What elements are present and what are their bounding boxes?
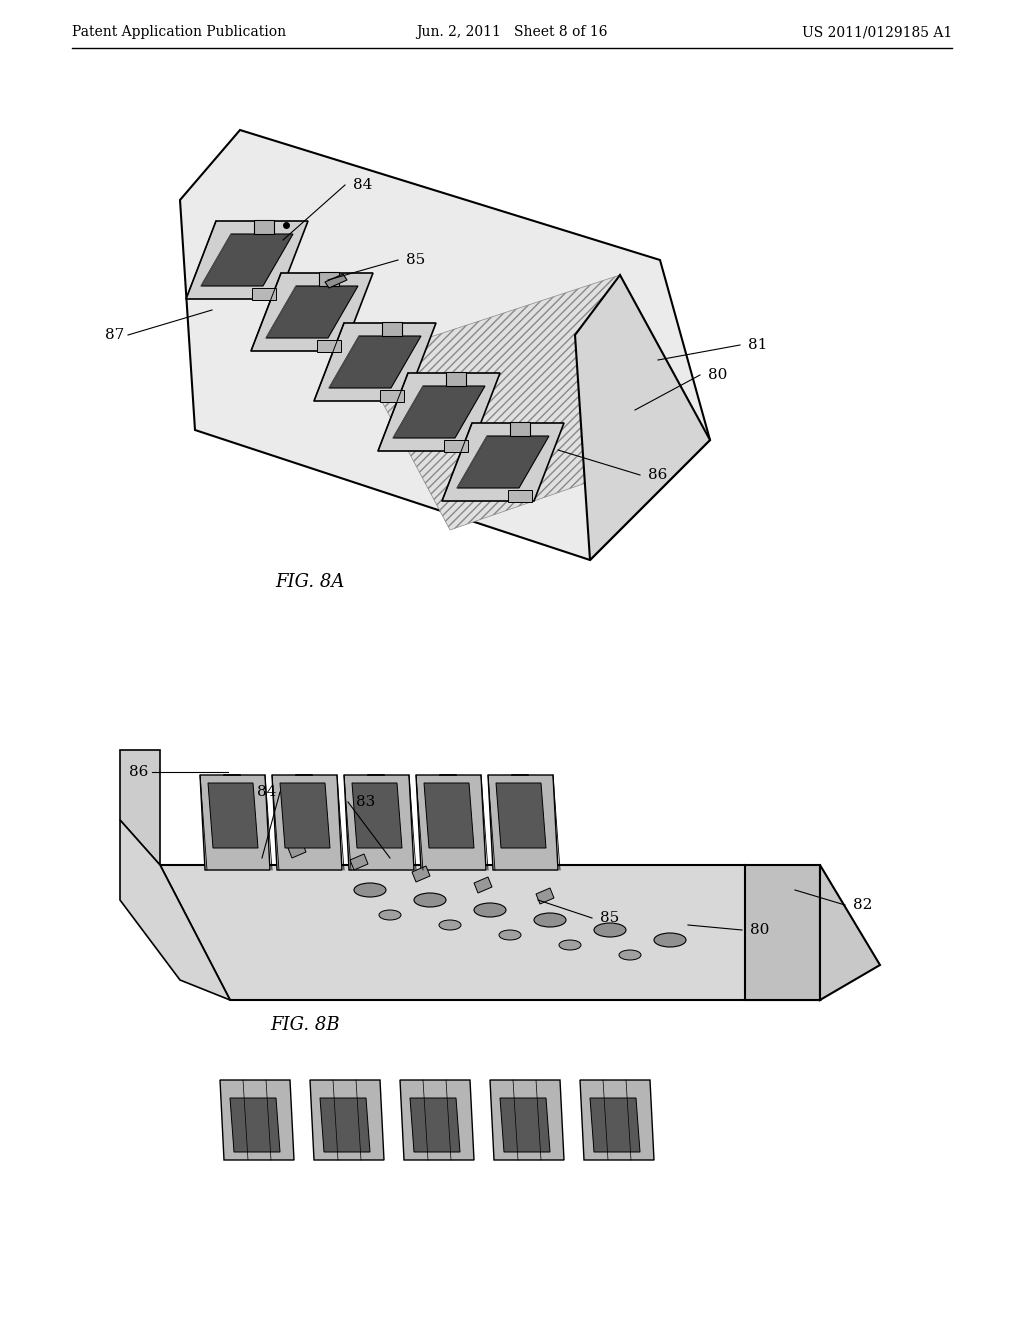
Polygon shape — [201, 234, 293, 286]
Polygon shape — [393, 385, 485, 438]
Polygon shape — [457, 436, 549, 488]
Polygon shape — [500, 1098, 550, 1152]
Ellipse shape — [534, 913, 566, 927]
Polygon shape — [444, 440, 468, 451]
Polygon shape — [820, 865, 880, 1001]
Polygon shape — [442, 422, 564, 502]
Text: 86: 86 — [129, 766, 148, 779]
Polygon shape — [220, 1080, 294, 1160]
Polygon shape — [314, 323, 436, 401]
Text: 85: 85 — [600, 911, 620, 925]
Text: 81: 81 — [748, 338, 767, 352]
Polygon shape — [424, 783, 474, 847]
Polygon shape — [490, 1080, 564, 1160]
Ellipse shape — [379, 909, 401, 920]
Polygon shape — [280, 783, 330, 847]
Polygon shape — [360, 275, 710, 531]
Ellipse shape — [474, 903, 506, 917]
Polygon shape — [446, 372, 466, 385]
Text: 82: 82 — [853, 898, 872, 912]
Polygon shape — [410, 1098, 460, 1152]
Polygon shape — [590, 1098, 640, 1152]
Polygon shape — [186, 220, 308, 300]
Text: 87: 87 — [104, 327, 124, 342]
Polygon shape — [288, 842, 306, 858]
Polygon shape — [508, 490, 532, 502]
Polygon shape — [180, 129, 710, 560]
Polygon shape — [310, 1080, 384, 1160]
Polygon shape — [120, 750, 160, 865]
Text: FIG. 8A: FIG. 8A — [275, 573, 345, 591]
Polygon shape — [160, 865, 820, 1001]
Polygon shape — [344, 775, 414, 870]
Polygon shape — [120, 820, 230, 1001]
Text: 86: 86 — [648, 469, 668, 482]
Polygon shape — [272, 775, 342, 870]
Polygon shape — [319, 1098, 370, 1152]
Polygon shape — [325, 275, 347, 288]
Text: Jun. 2, 2011   Sheet 8 of 16: Jun. 2, 2011 Sheet 8 of 16 — [416, 25, 608, 40]
Polygon shape — [580, 1080, 654, 1160]
Text: 80: 80 — [750, 923, 769, 937]
Text: Patent Application Publication: Patent Application Publication — [72, 25, 286, 40]
Polygon shape — [254, 220, 274, 234]
Polygon shape — [200, 775, 270, 870]
Polygon shape — [230, 1098, 280, 1152]
Text: 84: 84 — [257, 785, 276, 799]
Polygon shape — [416, 775, 486, 870]
Polygon shape — [745, 865, 820, 1001]
Ellipse shape — [414, 894, 446, 907]
Ellipse shape — [654, 933, 686, 946]
Polygon shape — [380, 389, 404, 403]
Polygon shape — [329, 337, 421, 388]
Ellipse shape — [499, 931, 521, 940]
Ellipse shape — [354, 883, 386, 898]
Polygon shape — [496, 783, 546, 847]
Text: 83: 83 — [356, 795, 375, 809]
Text: US 2011/0129185 A1: US 2011/0129185 A1 — [802, 25, 952, 40]
Polygon shape — [378, 374, 500, 451]
Polygon shape — [474, 876, 492, 894]
Polygon shape — [400, 1080, 474, 1160]
Polygon shape — [352, 783, 402, 847]
Polygon shape — [319, 272, 339, 286]
Ellipse shape — [559, 940, 581, 950]
Polygon shape — [575, 275, 710, 560]
Polygon shape — [412, 866, 430, 882]
Polygon shape — [382, 322, 402, 337]
Polygon shape — [266, 286, 358, 338]
Text: 84: 84 — [353, 178, 373, 191]
Ellipse shape — [618, 950, 641, 960]
Polygon shape — [317, 341, 341, 352]
Polygon shape — [251, 273, 373, 351]
Ellipse shape — [594, 923, 626, 937]
Text: 85: 85 — [406, 253, 425, 267]
Polygon shape — [350, 854, 368, 870]
Polygon shape — [488, 775, 558, 870]
Text: FIG. 8B: FIG. 8B — [270, 1016, 340, 1034]
Polygon shape — [208, 783, 258, 847]
Polygon shape — [510, 422, 530, 436]
Polygon shape — [536, 888, 554, 904]
Polygon shape — [252, 288, 276, 300]
Text: 80: 80 — [708, 368, 727, 381]
Ellipse shape — [439, 920, 461, 931]
